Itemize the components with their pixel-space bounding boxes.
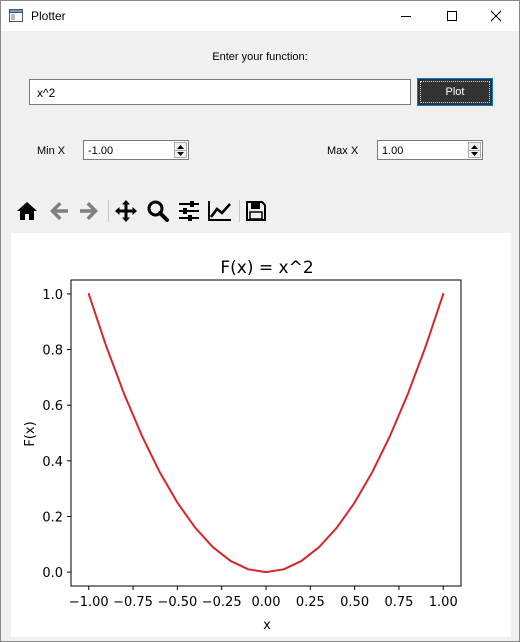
toolbar-separator: [239, 200, 240, 222]
min-x-increment-button[interactable]: [175, 143, 186, 151]
plot-lines: [87, 292, 445, 574]
plot-canvas[interactable]: F(x) = x^2 −1.00 −0.75 −0.50 −0.25 0.00 0.25 0…: [11, 233, 511, 637]
minimize-icon: [401, 16, 411, 17]
minimize-button[interactable]: [383, 1, 429, 31]
x-tick-label: 0.25: [296, 595, 325, 610]
window-title: Plotter: [31, 9, 66, 23]
edit-axis-icon: [208, 201, 231, 221]
y-tick-label: 0.8: [42, 344, 63, 359]
x-tick-label: −0.75: [113, 595, 153, 610]
configure-subplots-button[interactable]: [175, 197, 203, 225]
axis-ticks: −1.00 −0.75 −0.50 −0.25 0.00 0.25 0.50 0.75 1.00…: [42, 288, 457, 610]
x-axis-label: x: [263, 618, 271, 633]
function-chart: F(x) = x^2 −1.00 −0.75 −0.50 −0.25 0.00 0.25 0…: [23, 258, 462, 633]
save-icon: [246, 201, 266, 221]
function-prompt-label: Enter your function:: [212, 51, 308, 63]
zoom-icon: [147, 200, 169, 222]
y-tick-label: 0.0: [42, 566, 63, 581]
y-tick-label: 0.2: [42, 510, 63, 525]
y-tick-label: 1.0: [42, 288, 63, 303]
max-x-decrement-button[interactable]: [469, 150, 480, 157]
edit-axis-button[interactable]: [206, 197, 234, 225]
spin-down-icon: [471, 151, 478, 156]
min-x-label: Min X: [37, 145, 66, 157]
min-x-spinbox[interactable]: -1.00: [83, 140, 189, 160]
close-button[interactable]: [473, 1, 519, 31]
home-button[interactable]: [13, 197, 41, 225]
min-x-value: -1.00: [88, 145, 114, 157]
series-line: [87, 292, 445, 574]
maximize-button[interactable]: [429, 1, 475, 31]
maximize-icon: [447, 11, 457, 21]
max-x-label: Max X: [327, 145, 359, 157]
x-tick-label: 1.00: [429, 595, 458, 610]
save-button[interactable]: [242, 197, 270, 225]
x-tick-label: −0.50: [157, 595, 197, 610]
toolbar-separator: [108, 200, 109, 222]
max-x-increment-button[interactable]: [469, 143, 480, 151]
max-x-value: 1.00: [382, 145, 404, 157]
min-x-spin-arrows: [174, 142, 187, 158]
home-icon: [17, 202, 37, 220]
close-icon: [490, 10, 502, 22]
chart-title: F(x) = x^2: [220, 258, 313, 278]
app-icon: [9, 9, 23, 22]
x-tick-label: −1.00: [69, 595, 109, 610]
navigation-toolbar: [13, 195, 273, 227]
zoom-button[interactable]: [144, 197, 172, 225]
plot-button-label: Plot: [445, 86, 465, 98]
configure-subplots-icon: [179, 201, 199, 221]
spin-up-icon: [177, 144, 184, 149]
x-tick-label: 0.75: [384, 595, 413, 610]
forward-button[interactable]: [75, 197, 103, 225]
spin-down-icon: [177, 151, 184, 156]
forward-arrow-icon: [80, 202, 98, 220]
function-input[interactable]: x^2: [29, 79, 411, 105]
y-tick-label: 0.6: [42, 399, 63, 414]
max-x-spin-arrows: [468, 142, 481, 158]
min-x-decrement-button[interactable]: [175, 150, 186, 157]
title-bar: Plotter: [1, 1, 519, 31]
spin-up-icon: [471, 144, 478, 149]
x-tick-label: 0.00: [252, 595, 281, 610]
x-tick-label: 0.50: [340, 595, 369, 610]
pan-button[interactable]: [112, 197, 140, 225]
plot-button[interactable]: Plot: [417, 78, 493, 106]
back-button[interactable]: [45, 197, 73, 225]
y-axis-label: F(x): [23, 421, 38, 446]
y-tick-label: 0.4: [42, 455, 63, 470]
back-arrow-icon: [50, 202, 68, 220]
x-tick-label: −0.25: [202, 595, 242, 610]
axes-frame: [70, 279, 462, 587]
max-x-spinbox[interactable]: 1.00: [377, 140, 483, 160]
pan-icon: [115, 200, 137, 222]
